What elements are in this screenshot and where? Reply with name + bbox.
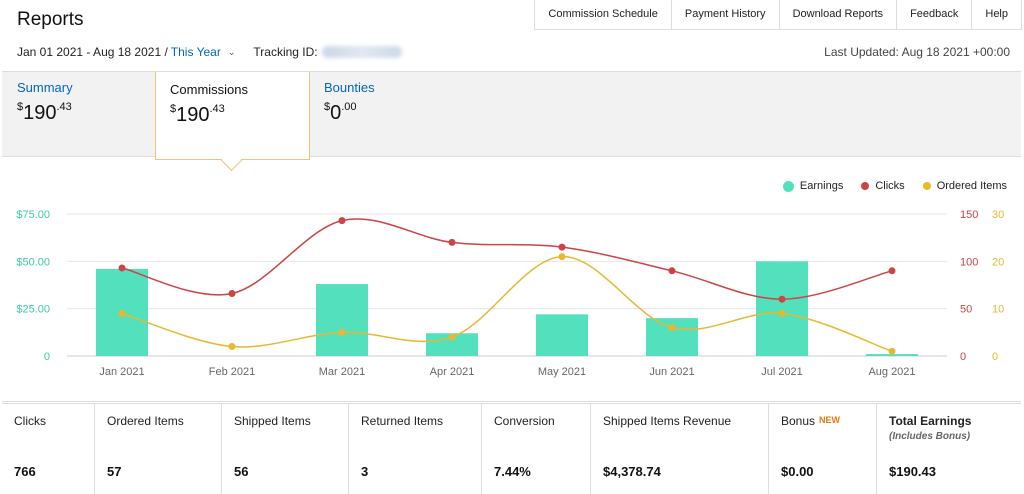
chart-area: Earnings Clicks Ordered Items 0 $25.00 $50…: [2, 158, 1021, 402]
y-left-tick-label: $75.00: [16, 209, 50, 221]
earnings-bar: [316, 284, 368, 356]
y-right1-tick-label: 50: [960, 304, 972, 316]
tab-summary[interactable]: Summary $190.43: [17, 80, 73, 125]
y-right1-tick-label: 0: [960, 351, 966, 363]
period-selector[interactable]: This Year: [170, 45, 221, 59]
clicks-point: [668, 267, 676, 275]
new-badge: NEW: [819, 415, 841, 425]
y-left-tick-label: $25.00: [16, 304, 50, 316]
ordered-items-point: [668, 324, 676, 332]
clicks-point: [558, 243, 566, 251]
clicks-dot-icon: [861, 182, 870, 190]
top-nav: Commission Schedule Payment History Down…: [534, 0, 1022, 30]
stat-returned-items: Returned Items 3: [349, 404, 482, 494]
y-right2-tick-label: 10: [992, 304, 1004, 316]
ordered-items-point: [118, 309, 126, 317]
chevron-down-icon[interactable]: ⌄: [227, 46, 236, 57]
earnings-bar: [536, 314, 588, 356]
y-right1-tick-label: 150: [960, 209, 978, 221]
ordered-items-point: [338, 328, 346, 336]
stat-shipped-revenue: Shipped Items Revenue $4,378.74: [591, 404, 769, 494]
stat-bonus: Bonus NEW $0.00: [769, 404, 877, 494]
payment-history-button[interactable]: Payment History: [672, 0, 780, 29]
clicks-line: [121, 218, 893, 300]
earnings-bar: [866, 354, 918, 356]
x-tick-label: Aug 2021: [868, 366, 915, 378]
tab-band: Summary $190.43 Commissions $190.43 Boun…: [2, 71, 1021, 160]
legend-clicks[interactable]: Clicks: [861, 180, 905, 192]
tab-bounties[interactable]: Bounties $0.00: [324, 80, 375, 125]
date-range-row: Jan 01 2021 - Aug 18 2021 / This Year ⌄ …: [17, 45, 402, 59]
ordered-items-point: [448, 333, 456, 341]
earnings-bar: [426, 333, 478, 356]
ordered-items-point: [778, 309, 786, 317]
bounties-amount: $0.00: [324, 101, 357, 124]
clicks-point: [778, 295, 786, 303]
tab-bounties-label: Bounties: [324, 80, 375, 95]
x-tick-label: Jan 2021: [99, 366, 144, 378]
download-reports-button[interactable]: Download Reports: [780, 0, 898, 29]
y-right1-tick-label: 100: [960, 256, 978, 268]
x-tick-label: Jul 2021: [761, 366, 803, 378]
earnings-bar: [646, 318, 698, 356]
x-tick-label: Jun 2021: [649, 366, 694, 378]
clicks-point: [448, 238, 456, 246]
x-tick-label: Apr 2021: [430, 366, 475, 378]
commission-schedule-button[interactable]: Commission Schedule: [535, 0, 672, 29]
feedback-button[interactable]: Feedback: [897, 0, 973, 29]
tab-summary-label: Summary: [17, 80, 73, 95]
tracking-id-label: Tracking ID:: [253, 45, 318, 59]
stat-shipped-items: Shipped Items 56: [222, 404, 349, 494]
tab-commissions-label: Commissions: [170, 82, 249, 97]
x-tick-label: Feb 2021: [209, 366, 255, 378]
legend-ordered-items[interactable]: Ordered Items: [922, 180, 1007, 192]
stat-ordered-items: Ordered Items 57: [95, 404, 222, 494]
ordered-items-point: [888, 347, 896, 355]
last-updated: Last Updated: Aug 18 2021 +00:00: [824, 45, 1010, 59]
clicks-point: [338, 217, 346, 225]
help-button[interactable]: Help: [972, 0, 1022, 29]
page-title: Reports: [17, 9, 84, 30]
clicks-point: [228, 290, 236, 298]
legend-earnings[interactable]: Earnings: [782, 180, 843, 192]
summary-amount: $190.43: [17, 101, 72, 124]
ordered-items-point: [558, 253, 566, 261]
x-tick-label: Mar 2021: [319, 366, 365, 378]
earnings-bar: [756, 261, 808, 356]
y-right2-tick-label: 20: [992, 256, 1004, 268]
clicks-point: [888, 267, 896, 275]
ordered-items-line: [121, 255, 893, 352]
y-right2-tick-label: 0: [992, 351, 998, 363]
clicks-point: [118, 264, 126, 272]
date-range-text: Jan 01 2021 - Aug 18 2021 /: [17, 45, 168, 59]
y-left-tick-label: $50.00: [16, 256, 50, 268]
tracking-id-redacted[interactable]: [321, 46, 402, 58]
combo-chart: 0 $25.00 $50.00 $75.00 0 50 100 150 0 10 20 30 Jan 2…: [16, 209, 1004, 378]
y-right2-tick-label: 30: [992, 209, 1004, 221]
y-left-tick-label: 0: [44, 351, 50, 363]
tab-commissions[interactable]: Commissions $190.43: [155, 72, 310, 160]
commissions-amount: $190.43: [170, 103, 225, 126]
ordered-items-point: [228, 343, 236, 351]
stat-conversion: Conversion 7.44%: [482, 404, 591, 494]
stat-total-earnings: Total Earnings (Includes Bonus) $190.43: [889, 414, 972, 479]
earnings-dot-icon: [782, 180, 794, 192]
chart-legend: Earnings Clicks Ordered Items: [782, 180, 1007, 192]
ordered-dot-icon: [922, 182, 931, 190]
stat-clicks: Clicks 766: [2, 404, 95, 494]
stats-row: Clicks 766 Ordered Items 57 Shipped Items 5…: [2, 403, 1021, 494]
x-tick-label: May 2021: [538, 366, 586, 378]
